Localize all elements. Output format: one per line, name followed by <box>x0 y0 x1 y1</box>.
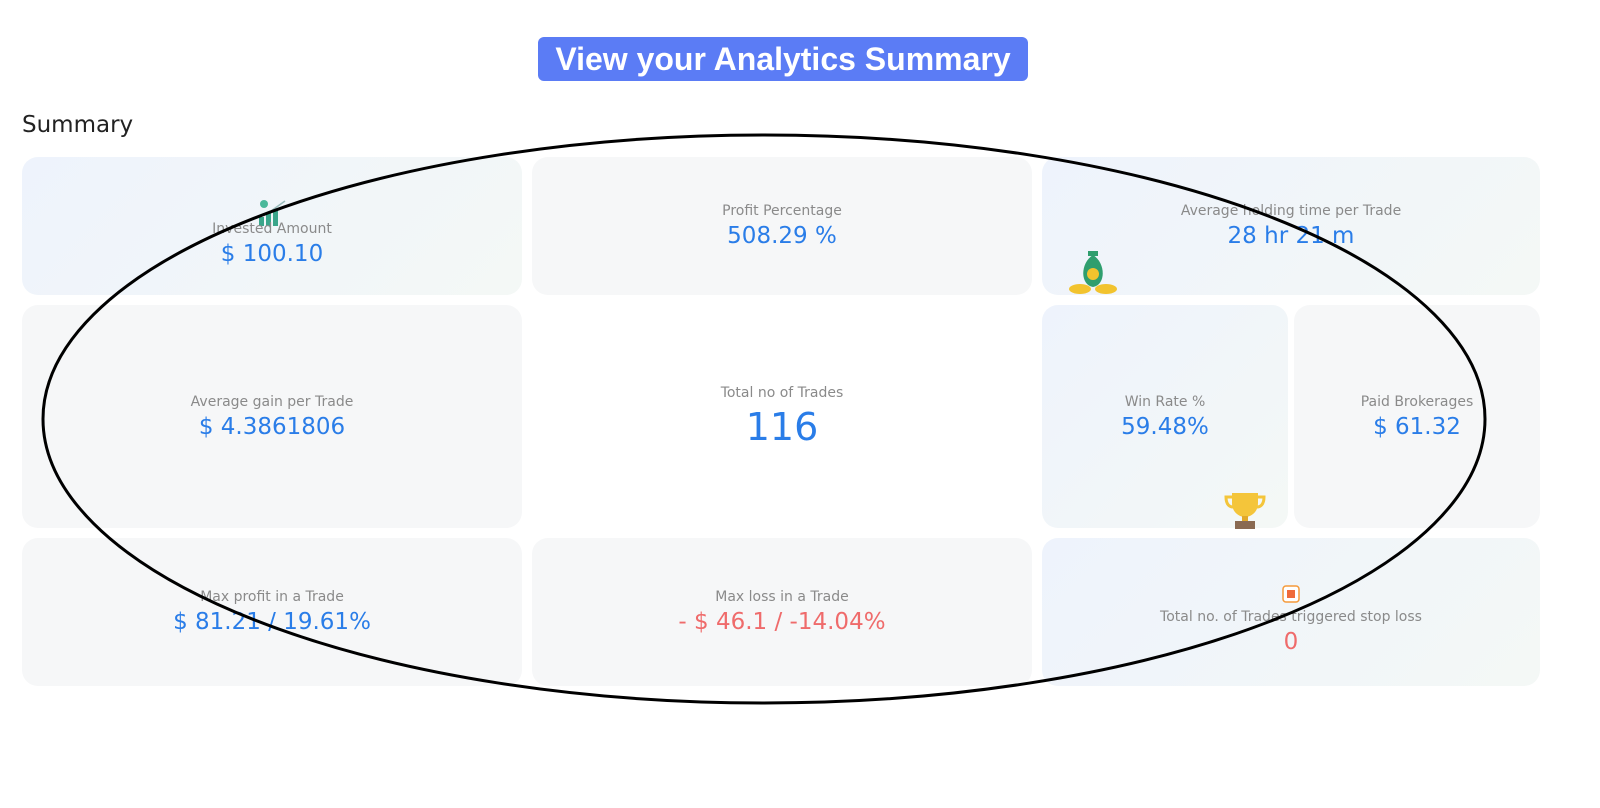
card-label: Max profit in a Trade <box>200 589 344 605</box>
card: Total no of Trades 116 <box>532 305 1032 528</box>
card-label: Average holding time per Trade <box>1180 203 1402 219</box>
card-value: 0 <box>1283 629 1299 655</box>
card: Average gain per Trade $ 4.3861806 <box>22 305 522 528</box>
card: Total no. of Trades triggered stop loss … <box>1042 538 1540 686</box>
icon <box>1282 585 1300 603</box>
card-value: $ 100.10 <box>220 241 324 267</box>
card: Max loss in a Trade - $ 46.1 / -14.04% <box>532 538 1032 686</box>
card-label: Invested Amount <box>212 221 332 237</box>
card: Paid Brokerages $ 61.32 <box>1294 305 1540 528</box>
card: Max profit in a Trade $ 81.21 / 19.61% <box>22 538 522 686</box>
card-value: $ 61.32 <box>1373 413 1461 440</box>
banner: View your Analytics Summary <box>538 37 1028 81</box>
card-value: 28 hr 21 m <box>1227 223 1355 249</box>
card-label: Paid Brokerages <box>1360 393 1474 410</box>
card-value: 59.48% <box>1121 413 1209 440</box>
card-value: 116 <box>745 404 819 449</box>
card-value: - $ 46.1 / -14.04% <box>678 609 886 635</box>
card-label: Max loss in a Trade <box>715 589 849 605</box>
card-label: Win Rate % <box>1124 393 1206 410</box>
icon <box>1224 493 1266 529</box>
card: Profit Percentage 508.29 % <box>532 157 1032 295</box>
card: Average holding time per Trade 28 hr 21 … <box>1042 157 1540 295</box>
card-label: Average gain per Trade <box>190 393 354 410</box>
card-label: Total no of Trades <box>720 384 844 401</box>
icon <box>1069 251 1117 294</box>
card-label: Total no. of Trades triggered stop loss <box>1160 609 1422 625</box>
card: Invested Amount $ 100.10 <box>22 157 522 295</box>
card-value: $ 4.3861806 <box>198 413 346 440</box>
card-label: Profit Percentage <box>722 203 842 219</box>
card-value: $ 81.21 / 19.61% <box>173 609 371 635</box>
section-title: Summary <box>22 112 134 138</box>
card: Win Rate % 59.48% <box>1042 305 1288 529</box>
card-value: 508.29 % <box>727 223 837 249</box>
